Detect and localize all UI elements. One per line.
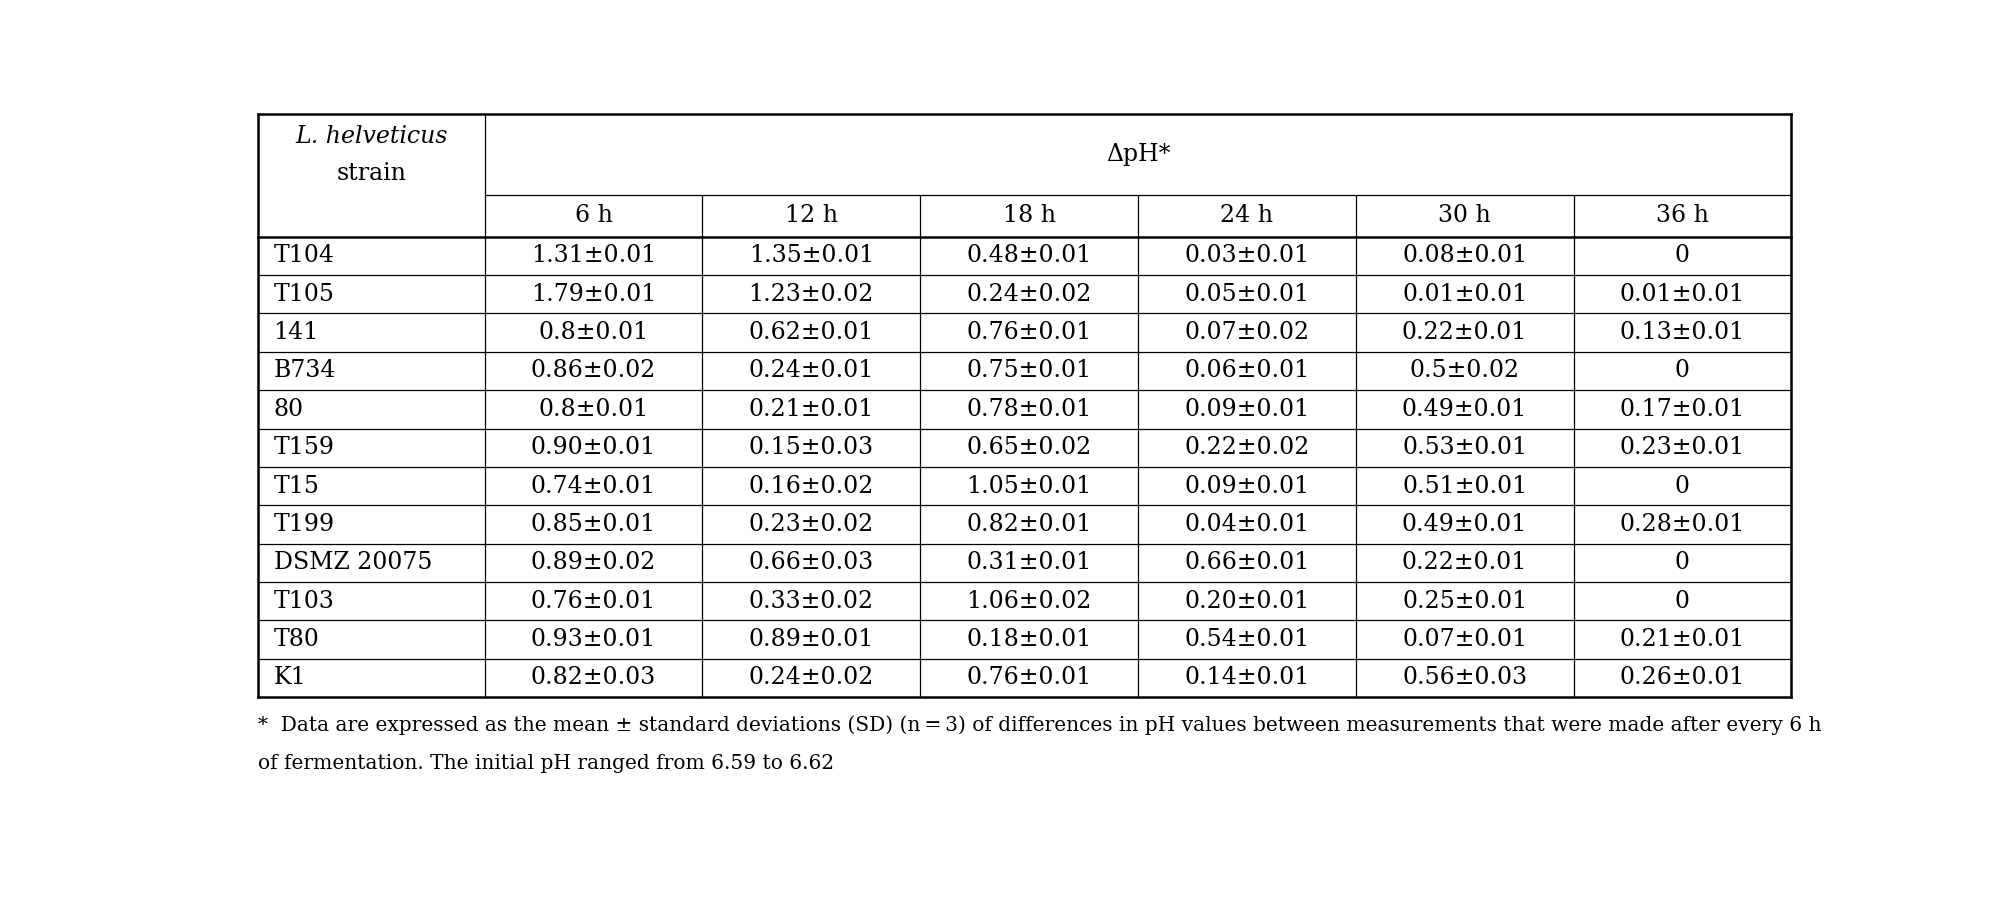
Text: 0.86±0.02: 0.86±0.02 bbox=[531, 359, 655, 382]
Text: 6 h: 6 h bbox=[573, 204, 611, 227]
Text: 0.08±0.01: 0.08±0.01 bbox=[1401, 245, 1526, 268]
Text: 18 h: 18 h bbox=[1003, 204, 1055, 227]
Text: 1.31±0.01: 1.31±0.01 bbox=[531, 245, 655, 268]
Text: 0.65±0.02: 0.65±0.02 bbox=[965, 437, 1091, 460]
Text: 0.07±0.01: 0.07±0.01 bbox=[1401, 628, 1526, 651]
Text: 0.09±0.01: 0.09±0.01 bbox=[1183, 474, 1309, 497]
Text: 0.20±0.01: 0.20±0.01 bbox=[1183, 590, 1309, 613]
Text: 0.14±0.01: 0.14±0.01 bbox=[1183, 666, 1309, 689]
Text: 0.22±0.01: 0.22±0.01 bbox=[1401, 551, 1526, 574]
Text: 0.85±0.01: 0.85±0.01 bbox=[531, 513, 655, 536]
Text: 0.89±0.01: 0.89±0.01 bbox=[747, 628, 873, 651]
Text: T105: T105 bbox=[274, 282, 334, 306]
Text: 0.53±0.01: 0.53±0.01 bbox=[1401, 437, 1526, 460]
Text: 0.74±0.01: 0.74±0.01 bbox=[531, 474, 655, 497]
Text: T104: T104 bbox=[274, 245, 334, 268]
Text: DSMZ 20075: DSMZ 20075 bbox=[274, 551, 432, 574]
Text: 0.05±0.01: 0.05±0.01 bbox=[1183, 282, 1309, 306]
Text: 0.04±0.01: 0.04±0.01 bbox=[1183, 513, 1309, 536]
Text: T159: T159 bbox=[274, 437, 334, 460]
Text: 0.01±0.01: 0.01±0.01 bbox=[1401, 282, 1526, 306]
Text: 0.75±0.01: 0.75±0.01 bbox=[967, 359, 1091, 382]
Text: 0.15±0.03: 0.15±0.03 bbox=[749, 437, 873, 460]
Text: 0.76±0.01: 0.76±0.01 bbox=[965, 321, 1091, 344]
Text: 1.05±0.01: 1.05±0.01 bbox=[965, 474, 1091, 497]
Text: 0.24±0.01: 0.24±0.01 bbox=[747, 359, 873, 382]
Text: 1.06±0.02: 1.06±0.02 bbox=[965, 590, 1091, 613]
Text: 0.66±0.01: 0.66±0.01 bbox=[1183, 551, 1309, 574]
Text: 0: 0 bbox=[1674, 590, 1688, 613]
Text: 0.09±0.01: 0.09±0.01 bbox=[1183, 398, 1309, 421]
Text: 0.23±0.02: 0.23±0.02 bbox=[749, 513, 873, 536]
Text: 0.82±0.03: 0.82±0.03 bbox=[531, 666, 655, 689]
Text: 0.51±0.01: 0.51±0.01 bbox=[1401, 474, 1526, 497]
Text: 0.5±0.02: 0.5±0.02 bbox=[1409, 359, 1518, 382]
Text: 0.49±0.01: 0.49±0.01 bbox=[1401, 398, 1526, 421]
Text: 0.17±0.01: 0.17±0.01 bbox=[1618, 398, 1744, 421]
Text: 0.31±0.01: 0.31±0.01 bbox=[965, 551, 1091, 574]
Text: T15: T15 bbox=[274, 474, 320, 497]
Text: 0.25±0.01: 0.25±0.01 bbox=[1401, 590, 1526, 613]
Text: 0.23±0.01: 0.23±0.01 bbox=[1618, 437, 1744, 460]
Text: 0.93±0.01: 0.93±0.01 bbox=[531, 628, 655, 651]
Text: 0.21±0.01: 0.21±0.01 bbox=[747, 398, 873, 421]
Text: 0: 0 bbox=[1674, 551, 1688, 574]
Text: 0.33±0.02: 0.33±0.02 bbox=[749, 590, 873, 613]
Text: 0.24±0.02: 0.24±0.02 bbox=[747, 666, 873, 689]
Text: 0.26±0.01: 0.26±0.01 bbox=[1618, 666, 1744, 689]
Text: *  Data are expressed as the mean ± standard deviations (SD) (n = 3) of differen: * Data are expressed as the mean ± stand… bbox=[258, 714, 1820, 735]
Text: 0.22±0.01: 0.22±0.01 bbox=[1401, 321, 1526, 344]
Text: 80: 80 bbox=[274, 398, 304, 421]
Text: 0.21±0.01: 0.21±0.01 bbox=[1618, 628, 1744, 651]
Text: 0.66±0.03: 0.66±0.03 bbox=[749, 551, 873, 574]
Text: 0.01±0.01: 0.01±0.01 bbox=[1618, 282, 1744, 306]
Text: 0.78±0.01: 0.78±0.01 bbox=[965, 398, 1091, 421]
Text: 0.76±0.01: 0.76±0.01 bbox=[531, 590, 655, 613]
Text: 0: 0 bbox=[1674, 474, 1688, 497]
Text: B734: B734 bbox=[274, 359, 336, 382]
Text: 36 h: 36 h bbox=[1654, 204, 1708, 227]
Text: 24 h: 24 h bbox=[1219, 204, 1273, 227]
Text: 0.90±0.01: 0.90±0.01 bbox=[531, 437, 655, 460]
Text: 0.06±0.01: 0.06±0.01 bbox=[1183, 359, 1309, 382]
Text: 0.56±0.03: 0.56±0.03 bbox=[1401, 666, 1526, 689]
Text: 0.89±0.02: 0.89±0.02 bbox=[531, 551, 655, 574]
Text: ΔpH*: ΔpH* bbox=[1105, 143, 1169, 166]
Text: T199: T199 bbox=[274, 513, 334, 536]
Text: 0.13±0.01: 0.13±0.01 bbox=[1618, 321, 1744, 344]
Text: 0.24±0.02: 0.24±0.02 bbox=[965, 282, 1091, 306]
Text: 0.28±0.01: 0.28±0.01 bbox=[1618, 513, 1744, 536]
Text: 0: 0 bbox=[1674, 245, 1688, 268]
Text: L. helveticus: L. helveticus bbox=[296, 125, 448, 148]
Text: 1.79±0.01: 1.79±0.01 bbox=[531, 282, 655, 306]
Text: 141: 141 bbox=[274, 321, 320, 344]
Text: T80: T80 bbox=[274, 628, 320, 651]
Text: 30 h: 30 h bbox=[1439, 204, 1491, 227]
Text: T103: T103 bbox=[274, 590, 334, 613]
Text: 0.16±0.02: 0.16±0.02 bbox=[747, 474, 873, 497]
Text: 0: 0 bbox=[1674, 359, 1688, 382]
Text: 0.49±0.01: 0.49±0.01 bbox=[1401, 513, 1526, 536]
Text: 0.03±0.01: 0.03±0.01 bbox=[1183, 245, 1309, 268]
Text: strain: strain bbox=[336, 162, 406, 185]
Text: 1.23±0.02: 1.23±0.02 bbox=[747, 282, 873, 306]
Text: 12 h: 12 h bbox=[785, 204, 837, 227]
Text: 0.8±0.01: 0.8±0.01 bbox=[537, 321, 647, 344]
Text: 1.35±0.01: 1.35±0.01 bbox=[749, 245, 873, 268]
Text: 0.54±0.01: 0.54±0.01 bbox=[1183, 628, 1309, 651]
Text: 0.18±0.01: 0.18±0.01 bbox=[965, 628, 1091, 651]
Text: 0.82±0.01: 0.82±0.01 bbox=[965, 513, 1091, 536]
Text: 0.07±0.02: 0.07±0.02 bbox=[1183, 321, 1309, 344]
Text: 0.62±0.01: 0.62±0.01 bbox=[747, 321, 873, 344]
Text: 0.48±0.01: 0.48±0.01 bbox=[965, 245, 1091, 268]
Text: 0.8±0.01: 0.8±0.01 bbox=[537, 398, 647, 421]
Text: K1: K1 bbox=[274, 666, 306, 689]
Text: of fermentation. The initial pH ranged from 6.59 to 6.62: of fermentation. The initial pH ranged f… bbox=[258, 754, 833, 773]
Text: 0.22±0.02: 0.22±0.02 bbox=[1183, 437, 1309, 460]
Text: 0.76±0.01: 0.76±0.01 bbox=[965, 666, 1091, 689]
